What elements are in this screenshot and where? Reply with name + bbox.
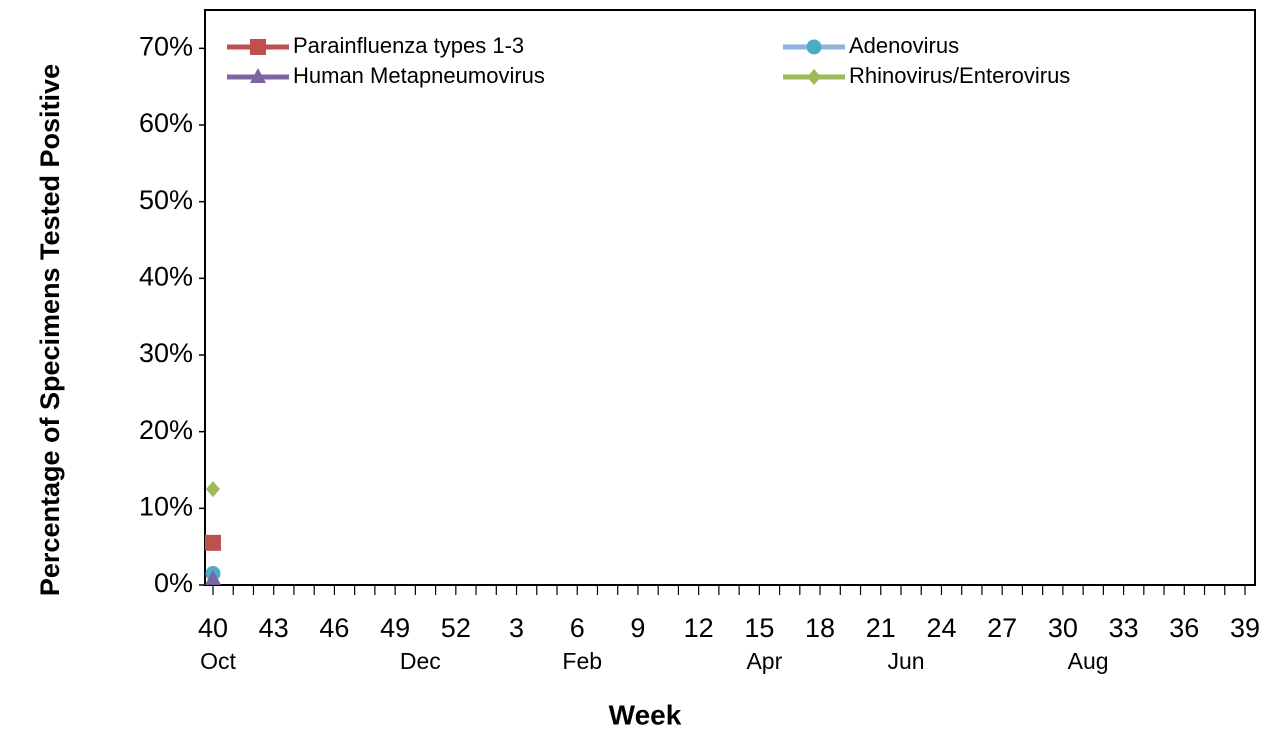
month-label: Feb [562, 648, 602, 674]
x-tick-label: 9 [630, 613, 645, 643]
x-tick-label: 46 [319, 613, 349, 643]
x-tick-label: 30 [1048, 613, 1078, 643]
x-tick-label: 43 [259, 613, 289, 643]
marker [250, 68, 266, 83]
month-label: Aug [1068, 648, 1109, 674]
x-tick-label: 36 [1169, 613, 1199, 643]
legend-label: Human Metapneumovirus [293, 63, 545, 88]
y-tick-label: 70% [139, 31, 193, 61]
x-tick-label: 18 [805, 613, 835, 643]
x-tick-label: 12 [684, 613, 714, 643]
x-tick-label: 39 [1230, 613, 1260, 643]
y-tick-label: 40% [139, 261, 193, 291]
y-tick-label: 50% [139, 185, 193, 215]
marker [205, 534, 221, 551]
marker [250, 39, 266, 55]
x-tick-label: 15 [744, 613, 774, 643]
y-axis-title: Percentage of Specimens Tested Positive [35, 63, 65, 597]
legend-label: Parainfluenza types 1-3 [293, 33, 524, 58]
x-tick-label: 3 [509, 613, 524, 643]
x-axis-title: Week [609, 699, 682, 730]
legend-label: Rhinovirus/Enterovirus [849, 63, 1070, 88]
x-tick-label: 6 [570, 613, 585, 643]
x-tick-label: 52 [441, 613, 471, 643]
x-tick-label: 27 [987, 613, 1017, 643]
marker [806, 39, 822, 55]
x-tick-label: 33 [1109, 613, 1139, 643]
x-tick-label: 21 [866, 613, 896, 643]
y-tick-label: 10% [139, 491, 193, 521]
marker [807, 69, 821, 85]
month-label: Oct [200, 648, 236, 674]
x-tick-label: 49 [380, 613, 410, 643]
x-tick-label: 40 [198, 613, 228, 643]
month-label: Apr [746, 648, 782, 674]
y-tick-label: 0% [154, 568, 193, 598]
y-tick-label: 20% [139, 415, 193, 445]
legend-label: Adenovirus [849, 33, 959, 58]
x-tick-label: 24 [926, 613, 956, 643]
y-tick-label: 30% [139, 338, 193, 368]
month-label: Dec [400, 648, 441, 674]
plot-area [204, 9, 1256, 586]
marker [205, 569, 221, 585]
y-tick-label: 60% [139, 108, 193, 138]
month-label: Jun [887, 648, 924, 674]
marker [206, 481, 220, 498]
